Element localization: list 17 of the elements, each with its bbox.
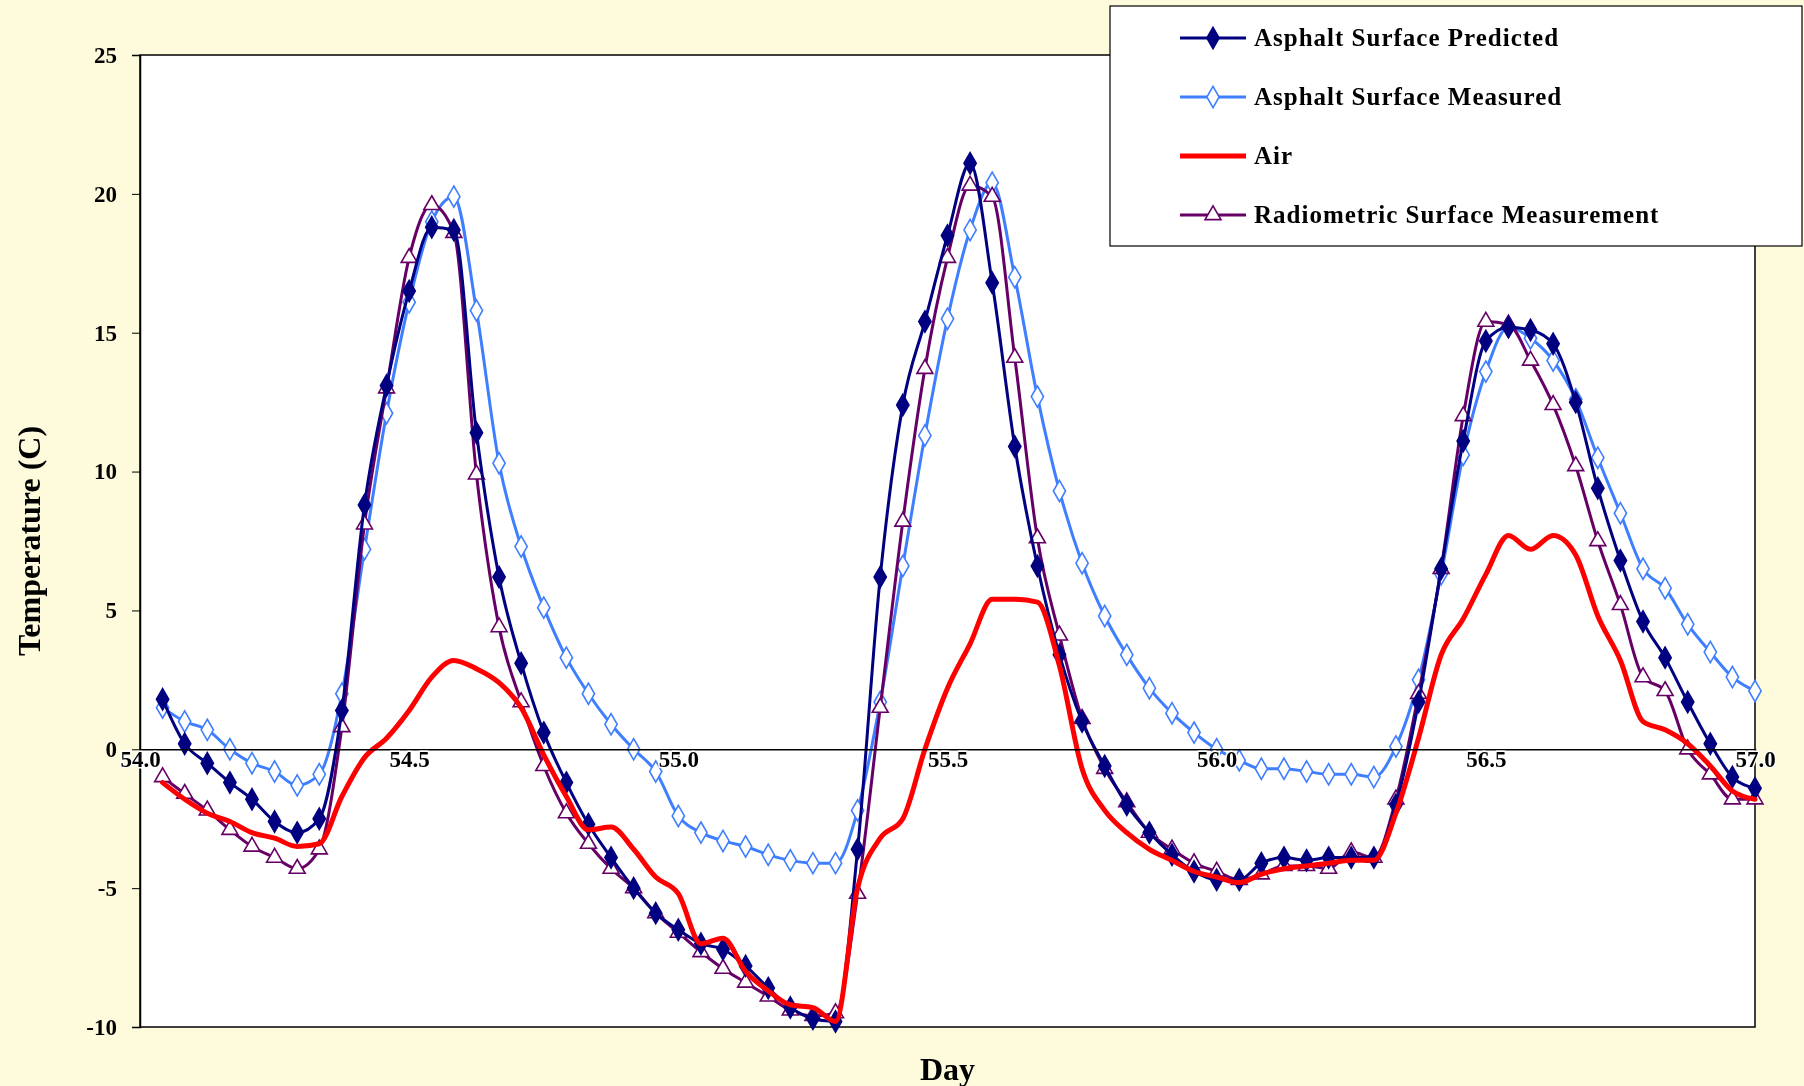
y-tick-label: 0 [105, 737, 117, 763]
legend-label: Air [1254, 142, 1294, 169]
y-tick-label: -10 [86, 1014, 117, 1040]
y-tick-label: 10 [94, 459, 117, 485]
y-tick-label: 20 [94, 181, 117, 207]
y-tick-label: 15 [94, 320, 117, 346]
x-tick-label: 56.5 [1466, 747, 1507, 773]
legend-label: Radiometric Surface Measurement [1254, 201, 1660, 228]
y-tick-label: 5 [105, 598, 117, 624]
y-tick-label: 25 [94, 42, 117, 68]
y-axis-title: Temperature (C) [11, 425, 47, 657]
y-tick-label: -5 [97, 876, 117, 901]
legend-label: Asphalt Surface Measured [1254, 83, 1563, 110]
x-tick-label: 55.0 [658, 747, 699, 773]
x-tick-label: 55.5 [927, 747, 969, 773]
legend-label: Asphalt Surface Predicted [1254, 24, 1560, 51]
x-tick-label: 54.5 [389, 747, 430, 773]
